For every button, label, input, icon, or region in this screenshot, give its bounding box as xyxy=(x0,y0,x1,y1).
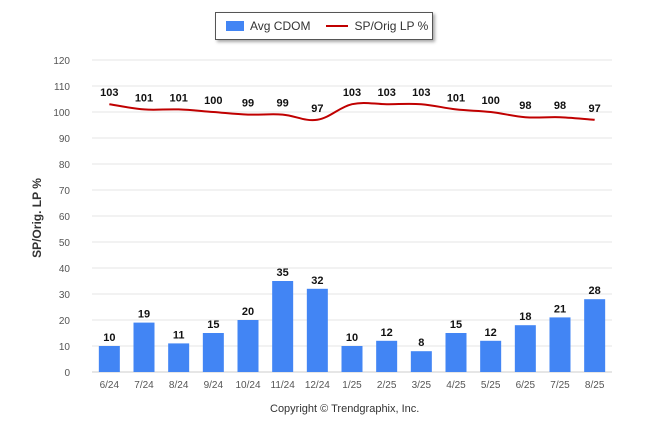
bar-value-label: 28 xyxy=(589,285,601,297)
bar xyxy=(445,333,467,372)
line-value-label: 97 xyxy=(311,103,323,115)
y-tick-label: 110 xyxy=(54,82,70,93)
y-axis-title: SP/Orig. LP % xyxy=(30,178,44,258)
y-tick-label: 30 xyxy=(59,290,71,301)
line-value-label: 99 xyxy=(242,98,254,110)
y-tick-label: 0 xyxy=(64,368,70,379)
y-tick-label: 90 xyxy=(59,134,71,145)
bar-value-label: 10 xyxy=(103,332,115,344)
x-tick-label: 7/25 xyxy=(550,380,570,391)
line-series xyxy=(109,101,595,122)
bar-value-label: 15 xyxy=(207,319,219,331)
line-value-label: 98 xyxy=(519,100,531,112)
bar xyxy=(306,288,328,372)
bar-value-label: 8 xyxy=(418,337,424,349)
bar-value-label: 18 xyxy=(519,311,531,323)
bar-value-label: 35 xyxy=(277,267,289,279)
bar-value-label: 11 xyxy=(173,329,185,341)
x-tick-label: 6/24 xyxy=(100,380,120,391)
bar xyxy=(98,346,120,372)
bar xyxy=(549,317,571,372)
bar-value-label: 19 xyxy=(138,309,150,321)
bar xyxy=(584,299,606,372)
y-tick-label: 60 xyxy=(59,212,71,223)
x-tick-label: 8/25 xyxy=(585,380,605,391)
bar xyxy=(202,333,224,372)
bar-value-label: 20 xyxy=(242,306,254,318)
x-tick-label: 11/24 xyxy=(271,380,296,391)
bar-value-label: 12 xyxy=(485,327,497,339)
legend-line-label: SP/Orig LP % xyxy=(354,19,429,33)
line-value-label: 100 xyxy=(481,95,499,107)
x-tick-label: 4/25 xyxy=(446,380,466,391)
bar-value-label: 12 xyxy=(381,327,393,339)
legend: Avg CDOM SP/Orig LP % xyxy=(215,12,433,40)
legend-item-line[interactable]: SP/Orig LP % xyxy=(326,19,428,33)
bar xyxy=(514,325,536,372)
y-tick-label: 80 xyxy=(59,160,71,171)
x-tick-label: 1/25 xyxy=(342,380,362,391)
bar xyxy=(480,340,502,372)
bar xyxy=(341,346,363,372)
y-tick-label: 40 xyxy=(59,264,71,275)
line-value-label: 101 xyxy=(169,92,187,104)
bar xyxy=(168,343,190,372)
bar xyxy=(272,281,294,372)
x-tick-label: 7/24 xyxy=(134,380,154,391)
bar xyxy=(237,320,259,372)
y-tick-label: 20 xyxy=(59,316,71,327)
line-value-label: 99 xyxy=(277,98,289,110)
line-value-label: 103 xyxy=(412,87,430,99)
bar-value-label: 15 xyxy=(450,319,462,331)
line-value-label: 103 xyxy=(100,87,118,99)
x-tick-label: 3/25 xyxy=(412,380,432,391)
line-value-label: 103 xyxy=(343,87,361,99)
bar-value-label: 10 xyxy=(346,332,358,344)
bar xyxy=(376,340,398,372)
bar-value-label: 32 xyxy=(311,275,323,287)
legend-item-bar[interactable]: Avg CDOM xyxy=(226,19,310,33)
x-tick-label: 2/25 xyxy=(377,380,397,391)
line-value-label: 97 xyxy=(589,103,601,115)
line-value-label: 98 xyxy=(554,100,566,112)
x-tick-label: 8/24 xyxy=(169,380,189,391)
copyright-text: Copyright © Trendgraphix, Inc. xyxy=(270,403,420,415)
line-value-label: 101 xyxy=(135,92,153,104)
line-value-label: 103 xyxy=(377,87,395,99)
y-tick-label: 50 xyxy=(59,238,71,249)
legend-bar-swatch xyxy=(226,21,244,31)
x-tick-label: 9/24 xyxy=(204,380,224,391)
bar-value-label: 21 xyxy=(554,303,566,315)
x-tick-label: 5/25 xyxy=(481,380,501,391)
bar xyxy=(133,322,155,372)
legend-bar-label: Avg CDOM xyxy=(250,19,311,33)
y-tick-label: 100 xyxy=(53,108,70,119)
x-tick-label: 6/25 xyxy=(516,380,536,391)
legend-line-swatch xyxy=(326,25,349,27)
y-tick-label: 10 xyxy=(59,342,71,353)
y-tick-label: 120 xyxy=(53,56,70,67)
line-value-label: 101 xyxy=(447,92,465,104)
x-tick-label: 10/24 xyxy=(235,380,260,391)
y-tick-label: 70 xyxy=(59,186,71,197)
bar xyxy=(410,351,432,372)
x-tick-label: 12/24 xyxy=(305,380,330,391)
line-value-label: 100 xyxy=(204,95,222,107)
